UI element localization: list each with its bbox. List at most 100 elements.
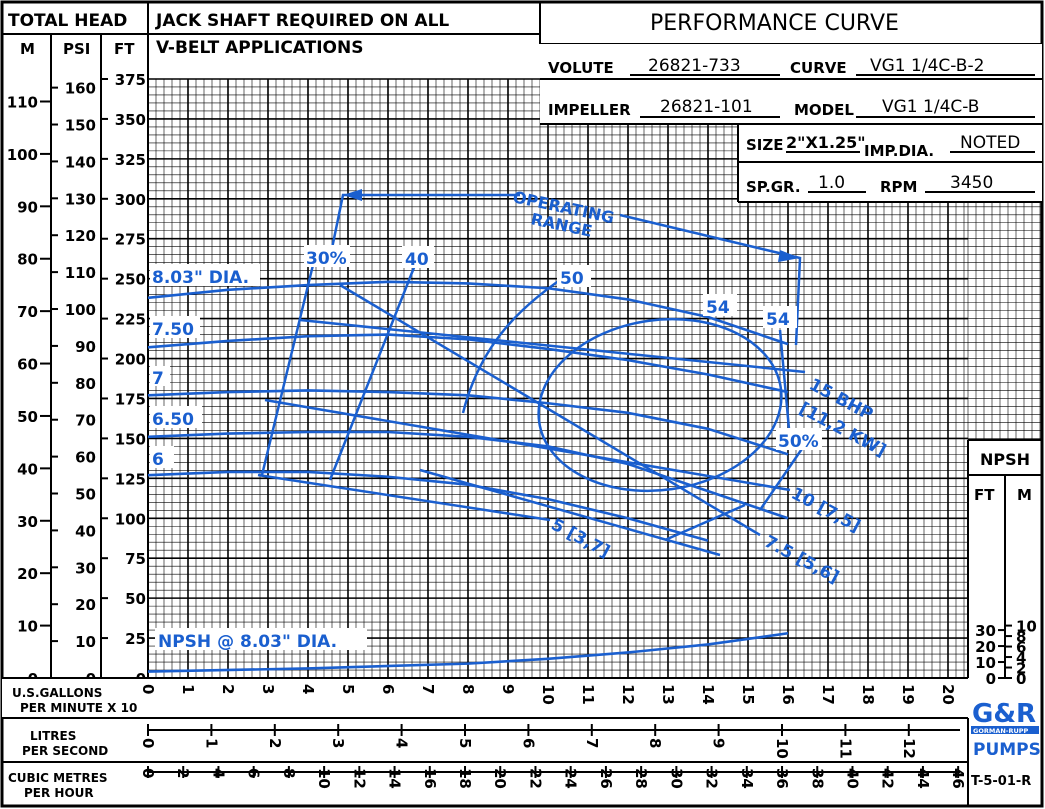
lps-tick-label: 4 — [393, 738, 411, 748]
size-value: 2"X1.25" — [786, 133, 866, 152]
bhp-75-label: 7.5 [5,6] — [761, 532, 843, 588]
psi-tick-label: 140 — [65, 153, 96, 171]
ft-tick-label: 75 — [125, 550, 146, 568]
m3h-tick-label: 44 — [914, 768, 932, 789]
m3h-axis-ticks: 0 2 4 6 8 10 12 14 16 18 20 22 24 26 28 30 32 34 36 38 40 42 4… — [139, 766, 967, 789]
lps-tick-label: 9 — [710, 738, 728, 748]
lps-tick-label: 2 — [266, 738, 284, 748]
npsh-m-tick-label: 2 — [1016, 660, 1026, 678]
npsh-curve-label: NPSH @ 8.03" DIA. — [158, 632, 337, 652]
m-tick-label: 60 — [17, 356, 38, 374]
curve-label: CURVE — [790, 59, 847, 77]
psi-tick-label: 10 — [75, 633, 96, 651]
ft-tick-label: 175 — [115, 390, 146, 408]
eff-label-30: 30% — [306, 249, 347, 269]
m3h-tick-label: 38 — [808, 768, 826, 789]
gpm-label-line2: PER MINUTE X 10 — [20, 701, 137, 715]
curve-labels: 8.03" DIA. 7.50 7 6.50 6 — [150, 264, 260, 470]
npsh-m-tick-label: 0 — [1016, 670, 1026, 688]
gpm-tick-label: 1 — [179, 684, 197, 694]
lps-label-line1: LITRES — [30, 729, 76, 743]
m3h-label-line2: PER HOUR — [24, 786, 94, 800]
impdia-label: IMP.DIA. — [864, 142, 934, 160]
m3h-tick-label: 8 — [280, 768, 298, 778]
gpm-tick-label: 16 — [779, 684, 797, 705]
lps-tick-label: 10 — [773, 738, 791, 759]
gpm-label-line1: U.S.GALLONS — [12, 686, 102, 700]
m3h-label-line1: CUBIC METRES — [8, 771, 108, 785]
eff-label-50: 50 — [560, 269, 584, 289]
gpm-tick-label: 5 — [339, 684, 357, 694]
bhp-5-line — [257, 473, 551, 522]
ft-tick-label: 50 — [125, 590, 146, 608]
m3h-tick-label: 0 — [139, 768, 157, 778]
m-tick-label: 110 — [7, 94, 38, 112]
efficiency-labels: 30% 40 50 54 54 50% — [304, 245, 822, 452]
m-tick-label: 90 — [17, 198, 38, 216]
m3h-tick-label: 12 — [350, 768, 368, 789]
lps-tick-label: 11 — [836, 738, 854, 759]
eff-label-50pct: 50% — [778, 432, 819, 452]
bhp-5-line-b — [419, 468, 721, 557]
head-curve-5 — [147, 631, 789, 673]
psi-tick-label: 130 — [65, 190, 96, 208]
psi-column-label: PSI — [63, 40, 90, 58]
psi-tick-label: 40 — [75, 522, 96, 540]
ft-tick-label: 350 — [115, 111, 146, 129]
bhp-10-line — [264, 398, 791, 492]
impeller-value: 26821-101 — [660, 97, 753, 117]
ft-tick-label: 100 — [115, 510, 146, 528]
psi-tick-label: 50 — [75, 486, 96, 504]
m-tick-label: 80 — [17, 251, 38, 269]
psi-tick-label: 30 — [75, 559, 96, 577]
total-head-label: TOTAL HEAD — [8, 11, 127, 31]
spec-row-3-bg — [738, 124, 1042, 162]
gpm-tick-label: 18 — [859, 684, 877, 705]
npsh-ft-tick-label: 10 — [975, 654, 996, 672]
m3h-tick-label: 32 — [703, 768, 721, 789]
psi-tick-label: 110 — [65, 264, 96, 282]
bhp-15-line — [299, 318, 806, 374]
spec-row-4-bg — [738, 162, 1042, 202]
eff-label-40: 40 — [405, 250, 429, 270]
psi-tick-label: 80 — [75, 375, 96, 393]
npsh-grid — [967, 202, 1042, 440]
gpm-tick-label: 7 — [419, 684, 437, 694]
m3h-tick-label: 10 — [315, 768, 333, 789]
gpm-tick-label: 2 — [219, 684, 237, 694]
impdia-value: NOTED — [960, 133, 1020, 153]
rpm-label: RPM — [880, 178, 917, 196]
npsh-m-tick-label: 10 — [1016, 618, 1037, 636]
lps-tick-label: 8 — [646, 738, 664, 748]
psi-tick-label: 160 — [65, 80, 96, 98]
eff-label-54b: 54 — [766, 310, 790, 330]
ft-tick-label: 25 — [125, 630, 146, 648]
impeller-label: IMPELLER — [548, 101, 631, 119]
lps-tick-label: 0 — [139, 738, 157, 748]
head-curve-3 — [147, 430, 789, 520]
m3h-tick-label: 6 — [245, 768, 263, 778]
head-curve-1 — [147, 333, 789, 394]
eff-50-line — [461, 268, 576, 414]
m-tick-label: 70 — [17, 303, 38, 321]
m-column-label: M — [20, 40, 35, 58]
m3h-tick-label: 34 — [738, 768, 756, 789]
m-tick-label: 10 — [17, 618, 38, 636]
m3h-tick-label: 28 — [632, 768, 650, 789]
curve-label-650: 6.50 — [152, 410, 194, 430]
ft-tick-label: 125 — [115, 470, 146, 488]
rpm-value: 3450 — [950, 173, 993, 193]
head-curve-4 — [147, 470, 709, 542]
brand-logo: G&R GORMAN-RUPP PUMPS — [971, 699, 1041, 760]
psi-tick-label: 20 — [75, 596, 96, 614]
eff-40-line — [328, 264, 417, 481]
m-tick-label: 20 — [17, 565, 38, 583]
gpm-tick-label: 6 — [379, 684, 397, 694]
psi-tick-label: 100 — [65, 301, 96, 319]
m3h-tick-label: 20 — [491, 768, 509, 789]
npsh-m-tick-label: 8 — [1016, 628, 1026, 646]
eff-54-ellipse — [537, 317, 783, 493]
eff-label-54a: 54 — [706, 298, 730, 318]
